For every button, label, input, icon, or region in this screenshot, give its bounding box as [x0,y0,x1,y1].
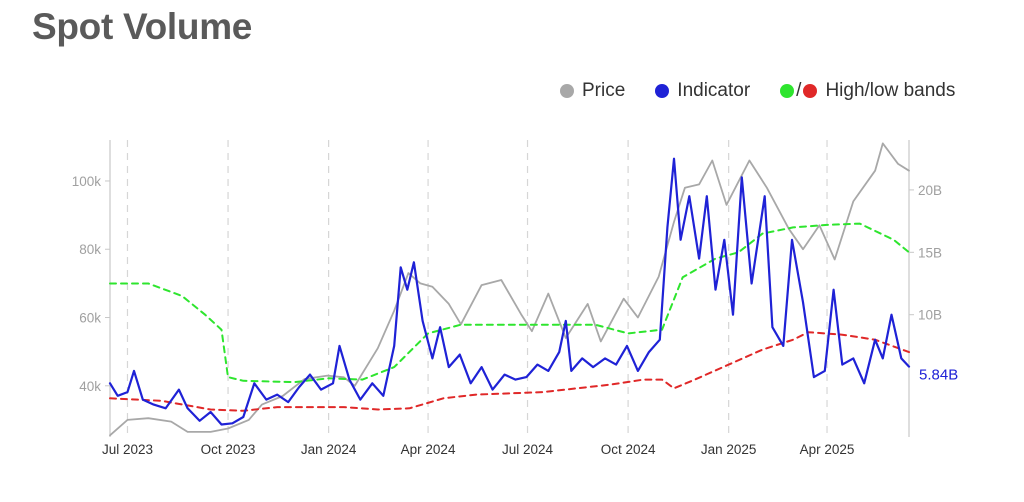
legend-bands-separator: / [796,80,802,101]
x-tick-label: Oct 2023 [201,442,256,457]
right-tick-label: 10B [918,308,942,323]
right-tick-label: 20B [918,183,942,198]
legend-label-indicator: Indicator [677,80,751,101]
page-title: Spot Volume [32,6,253,47]
indicator-series-line [108,157,911,426]
legend-item-bands[interactable]: / High/low bands [780,80,955,102]
x-tick-label: Jan 2024 [301,442,357,457]
left-tick-label: 60k [79,311,101,326]
legend-item-price[interactable]: Price [560,80,625,102]
x-tick-label: Jul 2024 [502,442,554,457]
left-tick-label: 40k [79,379,101,394]
left-tick-label: 100k [72,174,102,189]
indicator-last-value-label: 5.84B [919,367,958,384]
price-legend-dot [560,84,574,98]
x-tick-label: Jul 2023 [102,442,153,457]
legend-label-price: Price [582,80,626,101]
x-tick-label: Apr 2024 [401,442,456,457]
chart-legend: Price Indicator / High/low bands [560,80,955,102]
x-tick-label: Jan 2025 [701,442,757,457]
legend-item-indicator[interactable]: Indicator [655,80,750,102]
x-tick-label: Apr 2025 [800,442,855,457]
legend-label-bands: High/low bands [825,80,956,101]
price-series-line [109,142,910,437]
left-tick-label: 80k [79,242,101,257]
high-band-legend-dot [780,84,795,98]
low-band-legend-dot [803,84,818,98]
low-band-series-line [109,331,910,412]
indicator-legend-dot [655,84,670,98]
high-band-series-line [109,222,910,384]
right-tick-label: 15B [918,245,942,260]
x-tick-label: Oct 2024 [601,442,656,457]
